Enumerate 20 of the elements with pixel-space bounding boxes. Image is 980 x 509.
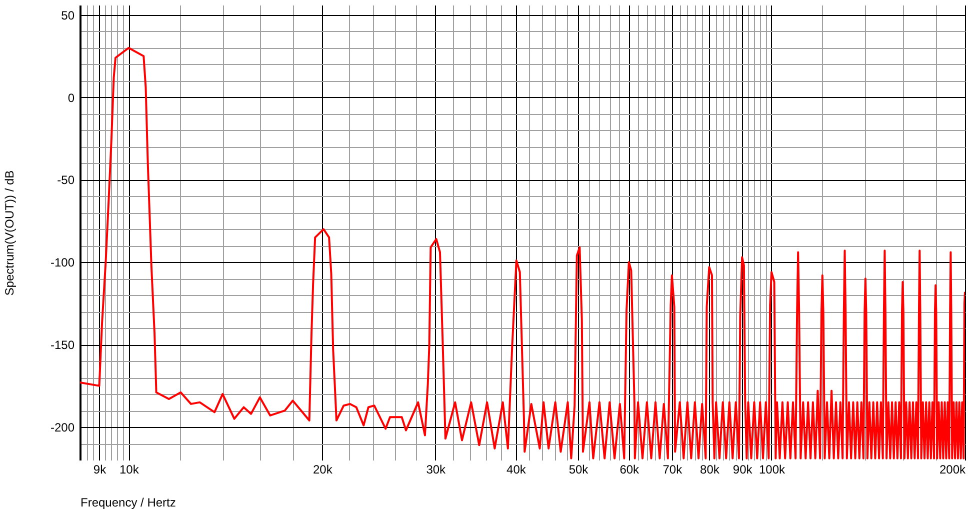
x-tick-label: 90k (732, 462, 754, 476)
y-tick-label: -150 (50, 338, 75, 352)
y-tick-label: 50 (61, 8, 75, 22)
x-tick-label: 50k (568, 462, 590, 476)
x-axis-title: Frequency / Hertz (80, 496, 176, 509)
x-tick-label: 9k (93, 462, 108, 476)
y-axis-title: Spectrum(V(OUT)) / dB (2, 170, 16, 296)
x-tick-label: 200k (939, 462, 966, 476)
x-tick-label: 70k (662, 462, 684, 476)
x-tick-label: 20k (313, 462, 334, 476)
y-tick-label: -100 (50, 256, 75, 270)
y-tick-label: -200 (50, 420, 75, 435)
x-tick-label: 100k (758, 462, 786, 476)
x-tick-label: 30k (426, 462, 447, 476)
y-tick-label: -50 (57, 173, 75, 188)
x-tick-label: 80k (700, 462, 720, 476)
x-tick-label: 40k (506, 462, 527, 476)
y-tick-label: 0 (68, 90, 75, 105)
x-tick-label: 60k (620, 462, 640, 476)
x-tick-label: 10k (119, 462, 140, 476)
